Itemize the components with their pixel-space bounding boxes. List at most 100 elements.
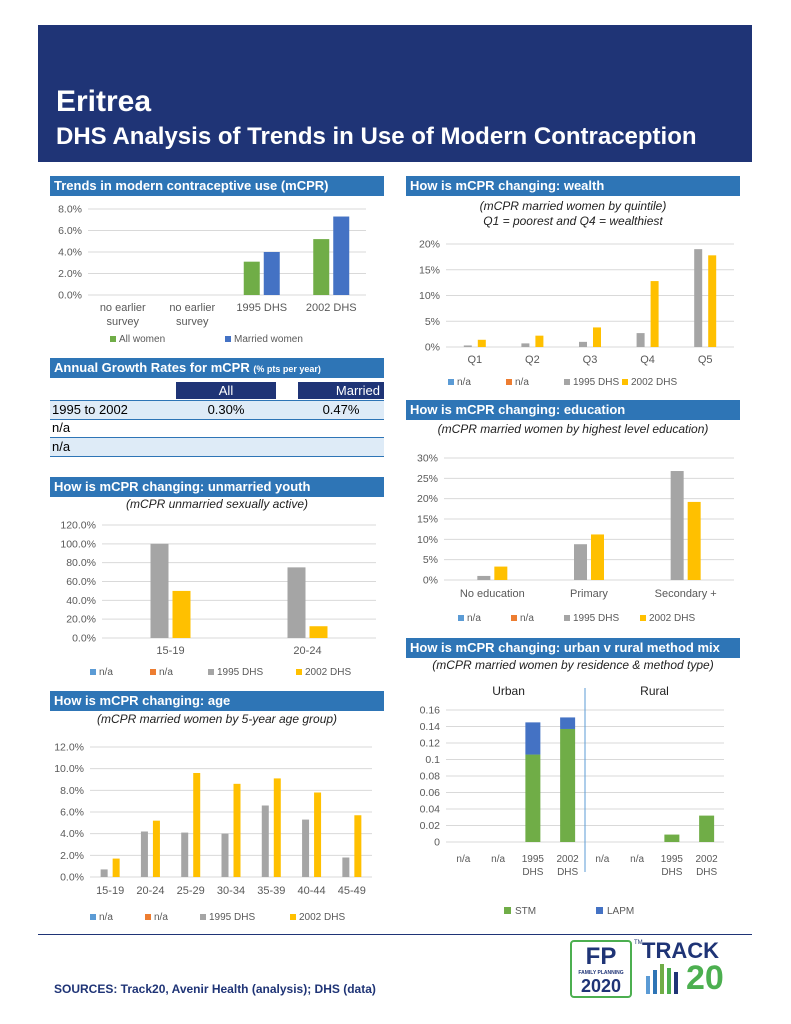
bar (636, 333, 645, 347)
x-tick-label: DHS (661, 867, 682, 878)
growth-col-all: All (176, 382, 276, 399)
x-tick-label: 20-24 (293, 645, 321, 657)
growth-row-label: 1995 to 2002 (52, 402, 128, 417)
bar (287, 567, 306, 638)
y-tick-label: 4.0% (60, 828, 84, 840)
growth-row: n/a (50, 438, 384, 457)
y-tick-label: 60.0% (66, 576, 96, 588)
bar (591, 534, 604, 580)
x-tick-label: DHS (557, 867, 578, 878)
y-tick-label: 8.0% (60, 785, 84, 797)
chart-age: 0.0% 2.0% 4.0% 6.0% 8.0% 10.0% 12.0% 15-19 20-24… (54, 742, 372, 923)
section-title-growth: Annual Growth Rates for mCPR (% pts per … (50, 358, 384, 378)
bar (521, 343, 530, 347)
x-tick-label: Q5 (698, 354, 713, 366)
header-banner: Eritrea DHS Analysis of Trends in Use of… (38, 25, 752, 162)
growth-title-main: Annual Growth Rates for mCPR (54, 360, 250, 375)
fp-logo-letters: FP (585, 943, 617, 970)
bar (463, 345, 472, 347)
y-tick-label: 15% (419, 264, 440, 276)
section-title-education: How is mCPR changing: education (406, 400, 740, 420)
tm-mark: TM (634, 940, 643, 946)
y-tick-label: 80.0% (66, 557, 96, 569)
track-logo-number: 20 (686, 959, 724, 997)
x-tick-label: n/a (491, 854, 505, 865)
bar (650, 281, 659, 347)
section-title-method-mix: How is mCPR changing: urban v rural meth… (406, 638, 740, 658)
bar (172, 590, 191, 638)
group-label: Rural (640, 684, 669, 698)
x-tick-label: 1995 (522, 854, 545, 865)
track-logo-word: TRACK (642, 938, 719, 963)
legend-label: 1995 DHS (209, 912, 255, 923)
legend-label: STM (515, 906, 536, 917)
chart-education: 0% 5% 10% 15% 20% 25% 30% No education Primary Se… (417, 453, 734, 624)
legend-label: n/a (467, 613, 481, 624)
x-tick-label: Secondary + (655, 588, 717, 600)
x-tick-label: n/a (595, 854, 609, 865)
youth-subtitle: (mCPR unmarried sexually active) (125, 497, 309, 511)
y-tick-label: 20.0% (66, 614, 96, 626)
chart-youth: 0.0% 20.0% 40.0% 60.0% 80.0% 100.0% 120.0% 15-1… (60, 520, 376, 678)
bar (233, 783, 241, 877)
y-tick-label: 5% (423, 554, 438, 566)
bar (687, 501, 701, 580)
bar (525, 722, 541, 755)
y-tick-label: 30% (417, 453, 438, 465)
legend-label: 2002 DHS (631, 377, 677, 388)
legend-swatch (564, 615, 570, 621)
bar (593, 327, 601, 347)
legend-swatch (90, 669, 96, 675)
x-tick-label: 30-34 (217, 885, 245, 897)
legend-swatch (504, 907, 511, 914)
growth-title-unit: (% pts per year) (253, 364, 321, 374)
bar (664, 834, 680, 842)
x-tick-label: 15-19 (156, 645, 184, 657)
y-tick-label: 100.0% (60, 538, 96, 550)
track-logo-bar (646, 976, 650, 994)
x-tick-label: 35-39 (257, 885, 285, 897)
y-tick-label: 8.0% (58, 204, 82, 216)
y-tick-label: 4.0% (58, 247, 82, 259)
x-tick-label: 20-24 (136, 885, 164, 897)
y-tick-label: 0.06 (420, 787, 441, 799)
y-tick-label: 12.0% (54, 742, 84, 754)
legend-swatch (622, 379, 628, 385)
x-tick-label: 45-49 (338, 885, 366, 897)
bar (273, 778, 281, 877)
bar (152, 820, 160, 877)
fp-logo-text: FAMILY PLANNING (578, 970, 624, 976)
x-tick-label: 2002 (696, 854, 719, 865)
y-tick-label: 25% (417, 473, 438, 485)
legend-swatch (511, 615, 517, 621)
legend-label: All women (119, 334, 165, 345)
x-tick-label: 1995 (661, 854, 684, 865)
legend-label: 2002 DHS (649, 613, 695, 624)
legend-swatch (564, 379, 570, 385)
bar (699, 815, 715, 842)
bar (354, 815, 362, 877)
bar (309, 626, 328, 638)
y-tick-label: 2.0% (60, 850, 84, 862)
y-tick-label: 0.14 (420, 721, 441, 733)
bar (535, 335, 544, 347)
legend-swatch (458, 615, 464, 621)
bar (477, 575, 491, 580)
growth-row-married: 0.47% (322, 402, 360, 417)
growth-row: 1995 to 2002 0.30% 0.47% (50, 400, 384, 420)
y-tick-label: 20% (417, 493, 438, 505)
growth-row: n/a (50, 419, 384, 438)
y-tick-label: 2.0% (58, 268, 82, 280)
x-tick-label: no earlier (169, 302, 215, 314)
bar (112, 858, 120, 877)
legend-swatch (225, 336, 231, 342)
y-tick-label: 0.02 (420, 820, 441, 832)
bar (494, 566, 508, 580)
x-tick-label: survey (176, 316, 209, 328)
bar (342, 857, 350, 877)
bar (708, 255, 717, 347)
bar (694, 249, 703, 347)
bar (261, 805, 269, 877)
group-label: Urban (492, 684, 525, 698)
x-tick-label: Q4 (640, 354, 655, 366)
